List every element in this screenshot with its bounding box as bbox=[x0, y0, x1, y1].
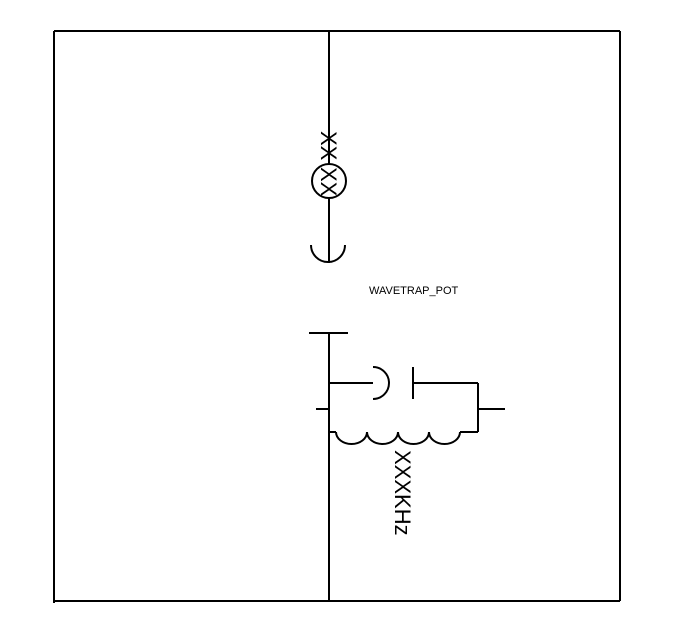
inductor-coil bbox=[329, 431, 478, 445]
capacitor-curved-plate bbox=[372, 366, 390, 400]
outer-frame bbox=[53, 30, 621, 603]
frequency-label: XXXKHz bbox=[390, 450, 415, 536]
lamp-label: XX bbox=[316, 167, 341, 197]
wavetrap-label: WAVETRAP_POT bbox=[369, 285, 459, 297]
indicator-lamp: XX bbox=[311, 163, 347, 199]
top-device-label: XX bbox=[316, 131, 341, 161]
capacitor-branch bbox=[329, 366, 478, 400]
hook-terminal bbox=[310, 244, 346, 263]
